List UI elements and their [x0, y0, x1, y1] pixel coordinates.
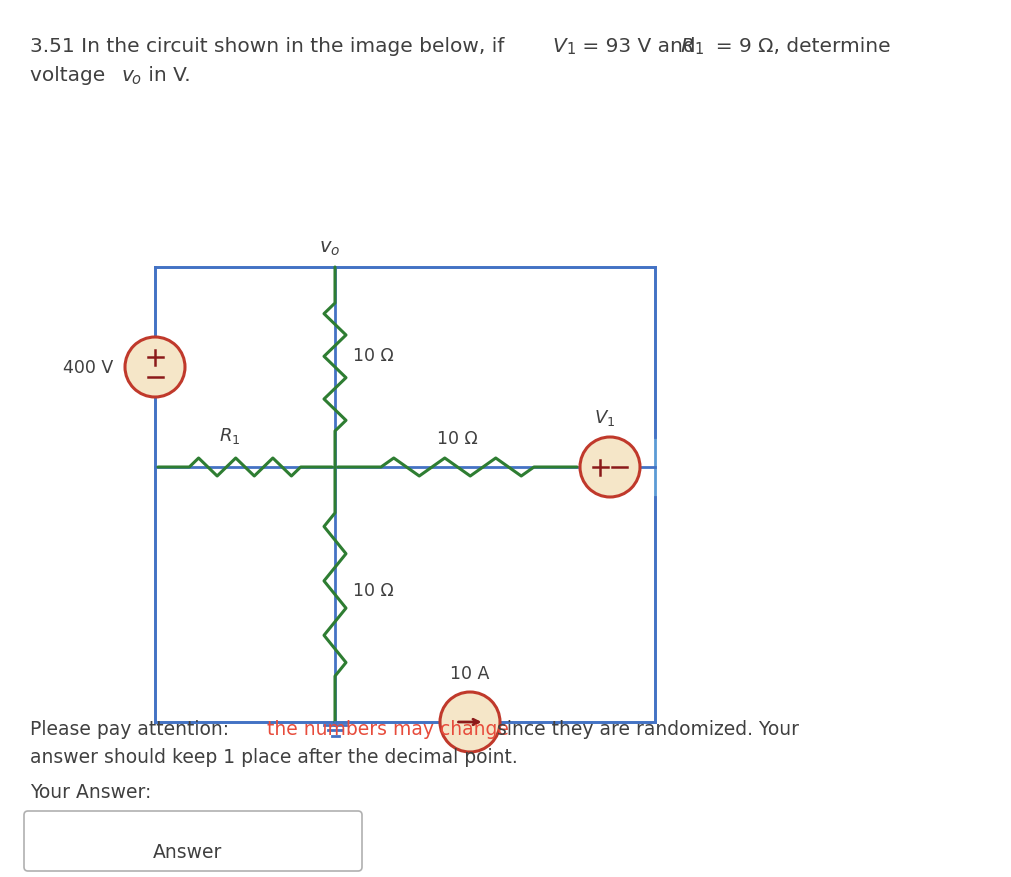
Text: 3.51 In the circuit shown in the image below, if: 3.51 In the circuit shown in the image b… — [30, 37, 511, 56]
Text: since they are randomized. Your: since they are randomized. Your — [490, 719, 798, 738]
Text: 1: 1 — [694, 42, 703, 57]
FancyBboxPatch shape — [24, 811, 362, 871]
Text: voltage: voltage — [30, 66, 112, 85]
Text: the numbers may change: the numbers may change — [267, 719, 509, 738]
Text: o: o — [131, 72, 141, 87]
Text: Your Answer:: Your Answer: — [30, 782, 152, 802]
Text: answer should keep 1 place after the decimal point.: answer should keep 1 place after the dec… — [30, 747, 518, 766]
Text: $\it{v}_o$: $\it{v}_o$ — [319, 239, 341, 258]
Bar — [155, 267, 654, 722]
Text: R: R — [679, 37, 694, 56]
Text: v: v — [121, 66, 133, 85]
Text: = 93 V and: = 93 V and — [575, 37, 702, 56]
Text: V: V — [552, 37, 566, 56]
Circle shape — [440, 692, 499, 752]
Text: 10 Ω: 10 Ω — [353, 581, 393, 599]
Text: = 9 Ω, determine: = 9 Ω, determine — [703, 37, 890, 56]
Circle shape — [125, 338, 185, 397]
Text: $\it{R}_1$: $\it{R}_1$ — [219, 425, 241, 446]
Text: 10 Ω: 10 Ω — [353, 346, 393, 365]
Text: 10 A: 10 A — [450, 664, 489, 682]
Text: Please pay attention:: Please pay attention: — [30, 719, 236, 738]
Text: 1: 1 — [566, 42, 575, 57]
Text: Answer: Answer — [153, 842, 221, 861]
Text: in V.: in V. — [142, 66, 190, 85]
Text: $\it{V}_1$: $\it{V}_1$ — [593, 408, 615, 427]
Text: 400 V: 400 V — [63, 359, 113, 376]
Circle shape — [579, 438, 639, 497]
Text: 10 Ω: 10 Ω — [437, 430, 477, 447]
